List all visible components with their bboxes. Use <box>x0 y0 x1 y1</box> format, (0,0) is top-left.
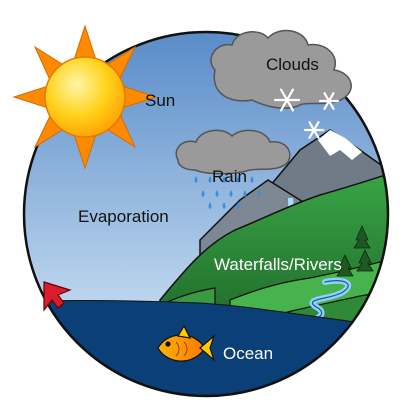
label-ocean: Ocean <box>223 344 273 363</box>
diagram-border <box>22 30 390 398</box>
label-evaporation: Evaporation <box>78 207 169 226</box>
raindrop-icon <box>194 176 261 209</box>
snowflake-icon <box>273 88 340 139</box>
sun-icon <box>12 24 158 170</box>
cloud-icon <box>210 29 352 109</box>
label-clouds: Clouds <box>266 55 319 74</box>
arrow-icon <box>43 281 72 312</box>
cloud-icon <box>175 129 291 175</box>
label-rain: Rain <box>212 167 247 186</box>
fish-icon <box>157 324 216 362</box>
label-waterfalls-rivers: Waterfalls/Rivers <box>214 255 342 274</box>
tree-icon <box>336 224 374 277</box>
label-sun: Sun <box>145 91 175 110</box>
